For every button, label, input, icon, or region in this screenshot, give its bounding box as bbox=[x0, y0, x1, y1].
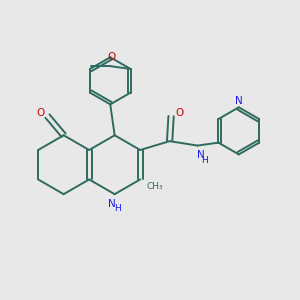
Text: H: H bbox=[202, 156, 208, 165]
Text: H: H bbox=[114, 204, 121, 213]
Text: N: N bbox=[197, 150, 204, 160]
Text: N: N bbox=[235, 96, 243, 106]
Text: O: O bbox=[107, 52, 116, 62]
Text: CH₃: CH₃ bbox=[147, 182, 163, 191]
Text: O: O bbox=[36, 108, 44, 118]
Text: O: O bbox=[175, 108, 184, 118]
Text: N: N bbox=[108, 199, 116, 208]
